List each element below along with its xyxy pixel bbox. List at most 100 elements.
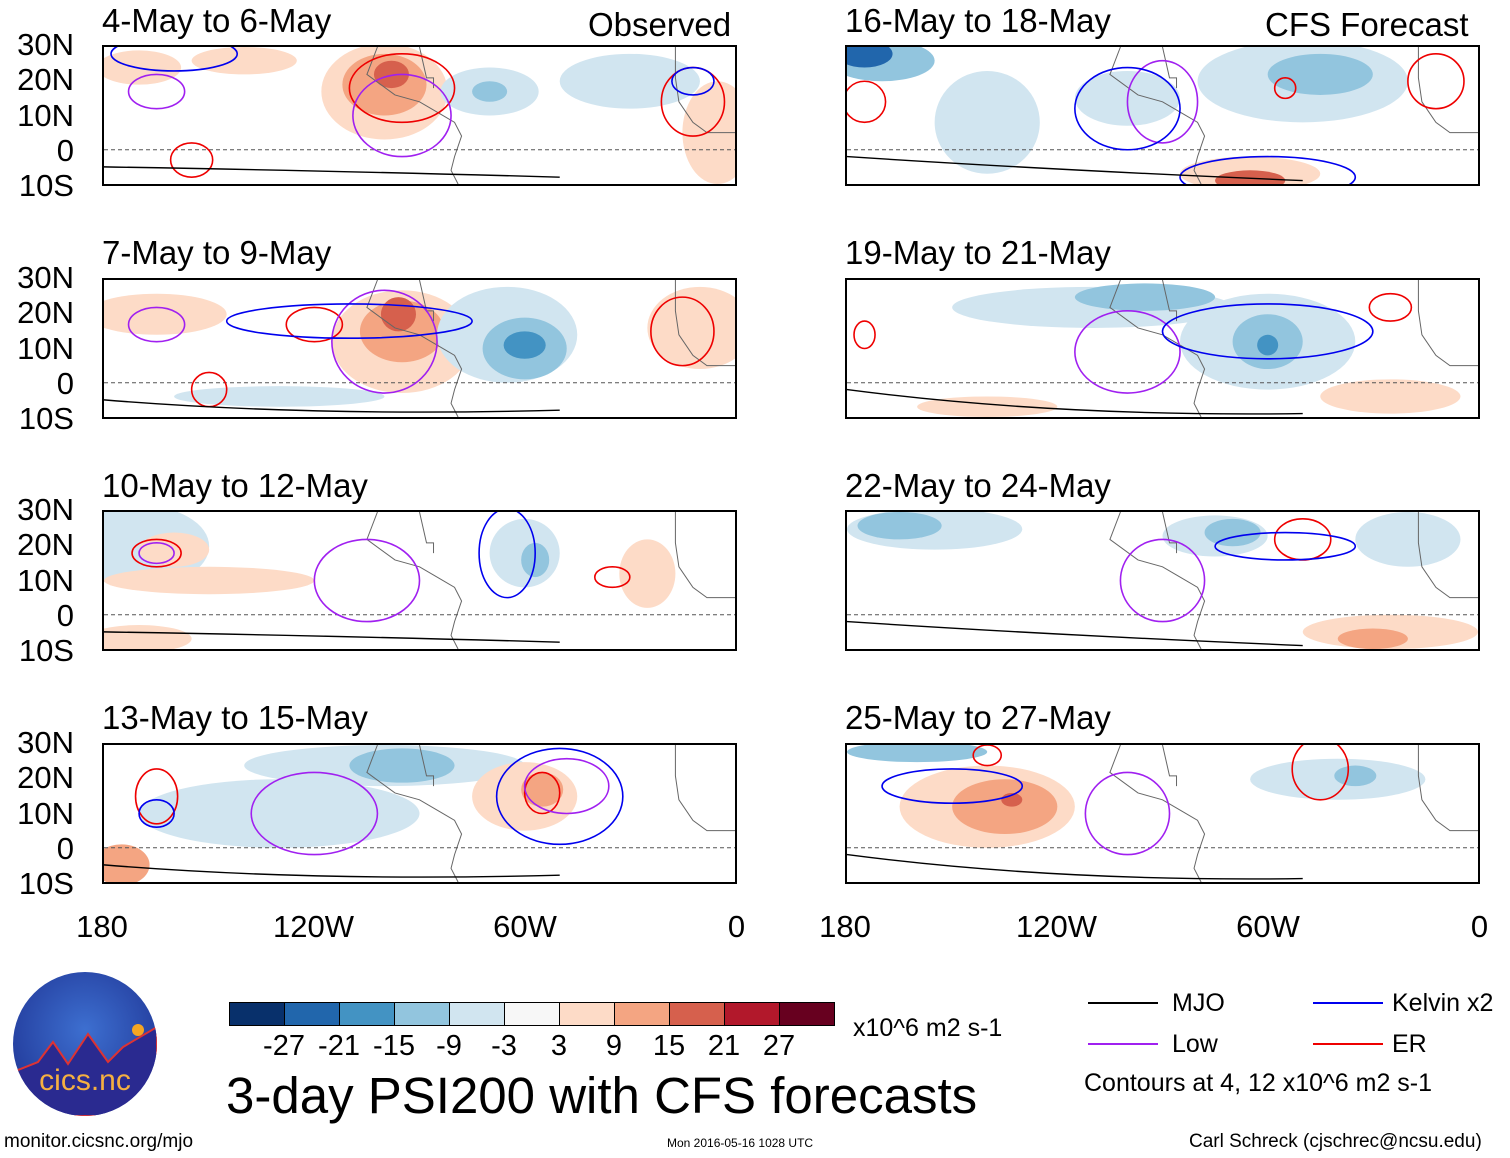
colorbar-swatch	[340, 1003, 395, 1025]
contour-k	[1163, 304, 1373, 359]
colorbar-swatch	[505, 1003, 560, 1025]
map-panel	[102, 45, 737, 186]
lat-tick-label: 10S	[18, 866, 74, 902]
anomaly-region	[847, 745, 988, 763]
colorbar-tick-label: 15	[652, 1030, 686, 1062]
mjo-contour	[104, 865, 560, 877]
anomaly-region	[934, 70, 1040, 174]
mjo-contour	[847, 622, 1303, 646]
coastline	[367, 512, 735, 649]
anomaly-region	[139, 532, 210, 567]
map-panel	[102, 743, 737, 884]
anomaly-region	[359, 300, 445, 363]
contour-l	[332, 290, 437, 393]
colorbar-units: x10^6 m2 s-1	[853, 1014, 1003, 1042]
contour-k	[1215, 533, 1355, 560]
contour-e	[525, 772, 560, 813]
anomaly-region	[104, 293, 227, 335]
anomaly-region	[847, 47, 893, 68]
panel-title: 19-May to 21-May	[845, 234, 1111, 271]
anomaly-region	[174, 386, 385, 407]
mjo-contour	[104, 400, 560, 412]
anomaly-region	[1355, 512, 1461, 567]
lat-tick-label: 10N	[17, 562, 74, 598]
lat-tick-label: 30N	[17, 492, 74, 527]
contour-k	[497, 748, 623, 844]
contour-l	[1085, 772, 1169, 854]
contour-e	[595, 567, 630, 588]
legend-low: Low	[1172, 1030, 1218, 1058]
contour-e	[1408, 54, 1464, 109]
anomaly-region	[521, 772, 564, 807]
contour-k	[479, 512, 535, 598]
anomaly-region	[1267, 53, 1373, 95]
contour-e	[1292, 745, 1348, 800]
anomaly-region	[559, 53, 700, 109]
anomaly-region	[619, 539, 676, 608]
legend-line-er	[1313, 1043, 1383, 1045]
footer-timestamp: Mon 2016-05-16 1028 UTC	[667, 1136, 814, 1150]
legend-kelvin: Kelvin x2	[1392, 989, 1494, 1017]
contour-l	[139, 543, 174, 564]
contour-k	[1075, 68, 1180, 150]
contour-k	[882, 769, 1022, 803]
colorbar-swatch	[780, 1003, 834, 1025]
lat-tick-label: 30N	[17, 27, 74, 62]
colorbar-swatch	[395, 1003, 450, 1025]
contour-e	[973, 745, 1001, 766]
lat-tick-label: 10S	[18, 168, 74, 204]
colorbar-tick-label: -21	[318, 1030, 360, 1062]
contour-k	[1180, 157, 1355, 184]
map-panel	[845, 510, 1480, 651]
map-panel	[102, 278, 737, 419]
lon-tick-label: 180	[76, 909, 128, 944]
observed-label: Observed	[588, 6, 732, 43]
contour-note: Contours at 4, 12 x10^6 m2 s-1	[1084, 1069, 1433, 1097]
anomaly-region	[191, 47, 297, 75]
colorbar-swatch	[560, 1003, 615, 1025]
contour-l	[1120, 539, 1204, 621]
colorbar-tick-label: 9	[605, 1030, 623, 1062]
figure-title: 3-day PSI200 with CFS forecasts	[226, 1067, 978, 1124]
colorbar-swatch	[450, 1003, 505, 1025]
contour-l	[314, 539, 419, 621]
anomaly-region	[472, 81, 508, 102]
lat-tick-label: 20N	[17, 527, 74, 563]
cics-logo: cics.nc	[13, 972, 157, 1116]
lat-tick-label: 30N	[17, 725, 74, 760]
footer-url[interactable]: monitor.cicsnc.org/mjo	[4, 1131, 194, 1152]
contour-l	[129, 74, 185, 108]
contour-e	[651, 297, 714, 366]
anomaly-region	[857, 512, 942, 540]
panel-title: 7-May to 9-May	[102, 234, 332, 271]
mjo-contour	[847, 855, 1303, 879]
panel-title: 13-May to 15-May	[102, 699, 368, 736]
anomaly-region	[104, 844, 150, 882]
colorbar-tick-label: -9	[436, 1030, 462, 1062]
panel-title: 4-May to 6-May	[102, 2, 332, 39]
anomaly-region	[1337, 628, 1408, 649]
contour-k	[672, 68, 714, 95]
lat-tick-label: 20N	[17, 760, 74, 796]
legend-line-mjo	[1088, 1002, 1158, 1004]
contour-e	[349, 54, 454, 123]
lat-tick-label: 20N	[17, 295, 74, 331]
coastline	[1110, 745, 1478, 882]
colorbar-tick-label: -27	[263, 1030, 305, 1062]
anomaly-region	[1074, 283, 1216, 311]
colorbar-swatch	[230, 1003, 285, 1025]
anomaly-region	[1334, 765, 1377, 787]
map-panel	[102, 510, 737, 651]
anomaly-region	[349, 748, 455, 783]
mjo-contour	[104, 632, 560, 642]
lon-tick-label: 0	[1470, 909, 1489, 944]
lat-tick-label: 10N	[17, 97, 74, 133]
contour-k	[111, 47, 237, 71]
mjo-contour	[847, 157, 1303, 181]
contour-l	[525, 759, 609, 814]
contour-e	[286, 307, 342, 341]
map-panel	[845, 743, 1480, 884]
legend-line-kelvin	[1313, 1002, 1383, 1004]
anomaly-region	[1215, 170, 1286, 184]
